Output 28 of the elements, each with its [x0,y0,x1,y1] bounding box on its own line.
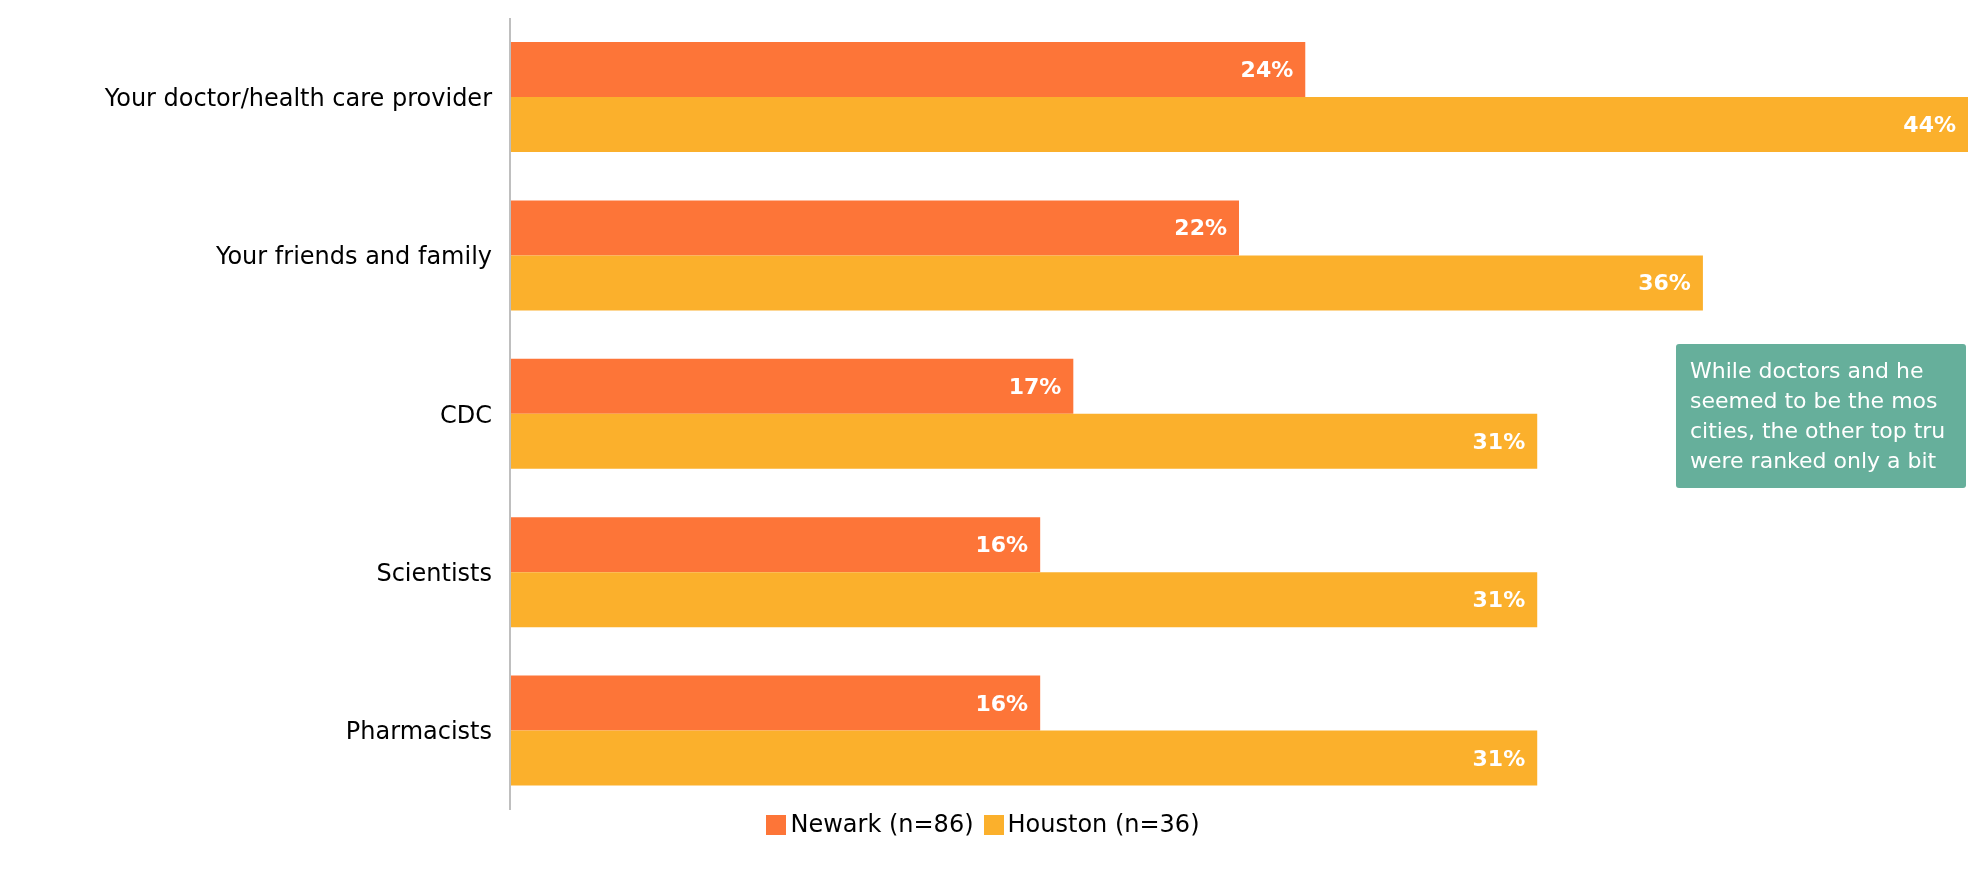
y-tick-label: Scientists [376,558,492,587]
legend-label: Newark (n=86) [790,810,974,838]
data-label: 22% [1174,215,1227,241]
data-label: 16% [975,532,1029,558]
bar [510,413,1538,469]
annotation: While doctors and he seemed to be the mos cities, the other top tru were ranked only a bit [1676,344,1966,488]
bar [510,730,1538,786]
data-label: 44% [1903,112,1956,137]
bar [510,517,1041,573]
data-label: 36% [1638,270,1691,296]
y-tick-label: Pharmacists [345,717,492,746]
data-label: 31% [1472,428,1526,454]
bar [510,97,1968,152]
bar [510,255,1703,311]
data-label: 31% [1472,745,1526,771]
data-label: 24% [1240,57,1294,82]
data-label: 16% [975,690,1029,716]
bar [510,358,1074,414]
bar [510,675,1041,731]
bar [510,200,1239,256]
bar [510,572,1538,628]
data-label: 31% [1472,587,1526,613]
data-label: 17% [1008,373,1062,399]
y-tick-label: Your friends and family [214,242,492,271]
legend-label: Houston (n=36) [1007,810,1200,838]
y-tick-label: CDC [440,400,492,429]
y-tick-label: Your doctor/health care provider [103,83,493,112]
bar [510,42,1306,97]
